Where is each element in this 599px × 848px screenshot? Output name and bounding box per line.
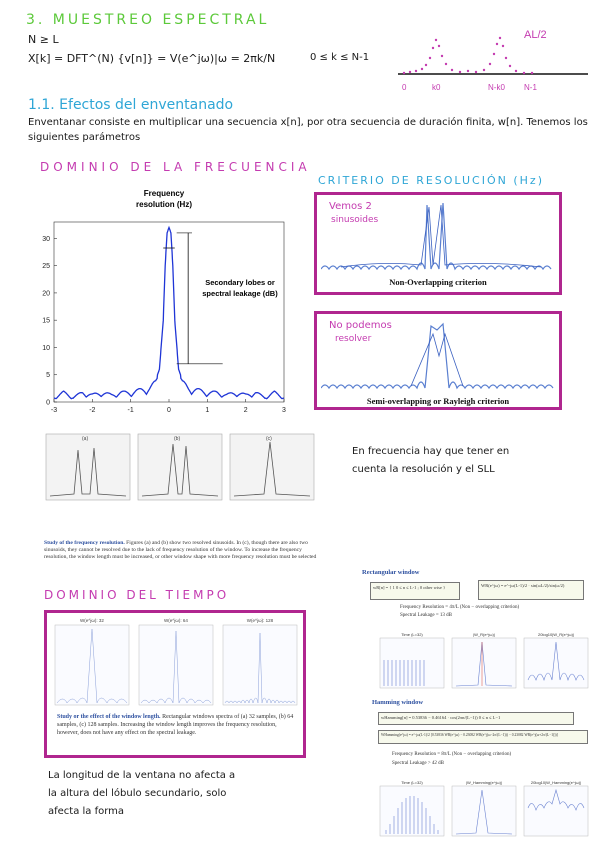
window-length-box: W(e^jω): 32 W(e^jω): 64 W(e^jω): 128 Stu… [44, 610, 306, 758]
condition-text: N ≥ L [28, 33, 59, 46]
study-freq-bold: Study of the frequency resolution. [44, 540, 125, 546]
study-freq-caption: Study of the frequency resolution. Figur… [44, 540, 320, 561]
rect-leakage: Spectral Leakage = 13 dB [400, 613, 452, 618]
window-length-bold: Study or the effect of the window length… [57, 714, 161, 720]
frequency-resolution-chart: Frequency resolution (Hz) Secondary lobe… [42, 189, 286, 414]
x-tick-label: -3 [51, 407, 57, 414]
x-tick-label: -2 [89, 407, 95, 414]
chart-lobes-line2: spectral leakage (dB) [202, 289, 278, 298]
freq-note-line2: cuenta la resolución y el SLL [352, 464, 495, 475]
hamming-eq2-text: WHamming(e^jω) = e^-jω(L-1)/2 [0.53836 W… [381, 733, 558, 737]
rect-resolution: Frequency Resolution = 4π/L (Non − overl… [400, 605, 520, 610]
y-tick-label: 20 [42, 290, 50, 297]
time-note-line2: la altura del lóbulo secundario, solo [48, 788, 227, 799]
rect-window-plots: Time (L=32) |W_R(e^jω)| 20log10|W_R(e^jω… [379, 632, 589, 689]
rect-window-title: Rectangular window [362, 569, 420, 576]
wl-panel-64: W(e^jω): 64 [164, 618, 188, 623]
hamming-leakage: Spectral Leakage > 42 dB [392, 761, 444, 766]
x-tick-label: 3 [282, 407, 286, 414]
x-tick-label: 2 [244, 407, 248, 414]
x-tick-label: 0 [167, 407, 171, 414]
rect-plot-mag: |W_R(e^jω)| [473, 632, 495, 637]
chart-title-line1: Frequency [144, 189, 185, 198]
y-tick-label: 0 [46, 400, 50, 407]
y-tick-label: 5 [46, 372, 50, 379]
non-overlapping-box: Vemos 2 sinusoides Non-Overlapping crite… [314, 192, 562, 295]
criteria-heading: CRITERIO DE RESOLUCIÓN (Hz) [318, 174, 544, 187]
box1-note-line2: sinusoides [331, 215, 379, 225]
rect-plot-time: Time (L=32) [401, 632, 423, 637]
panel-label-a: (a) [82, 436, 88, 442]
wl-panel-32: W(e^jω): 32 [80, 618, 104, 623]
hamming-window-title: Hamming window [372, 699, 424, 706]
window-length-text: Rectangular windows spectra of (a) 32 sa… [57, 714, 294, 736]
series-line [53, 225, 285, 400]
x-tick-label: -1 [128, 407, 134, 414]
resolution-panels-plot: (a) (b) (c) [45, 433, 315, 501]
rect-plot-db: 20log10|W_R(e^jω)| [538, 632, 574, 637]
freq-domain-heading: DOMINIO DE LA FRECUENCIA [40, 160, 311, 174]
non-overlapping-plot [321, 202, 552, 271]
box2-caption: Semi-overlapping or Rayleigh criterion [366, 396, 510, 406]
rayleigh-box: No podemos resolver Semi-overlapping or … [314, 311, 562, 410]
chart-frame [53, 221, 285, 403]
y-tick-label: 30 [42, 236, 50, 243]
sketch-peak-label: AL/2 [524, 29, 547, 41]
sketch-tick-0: 0 [402, 83, 407, 92]
time-note-line1: La longitud de la ventana no afecta a [48, 770, 236, 781]
box1-caption: Non-Overlapping criterion [389, 277, 487, 287]
time-note-line3: afecta la forma [48, 806, 125, 817]
y-tick-label: 15 [42, 318, 50, 325]
section-body: Enventanar consiste en multiplicar una s… [28, 117, 588, 143]
rect-eq1-text: wR[n] = { 1 0 ≤ n ≤ L-1 ; 0 other wise } [373, 585, 446, 590]
y-tick-label: 10 [42, 345, 50, 352]
hamming-eq2: WHamming(e^jω) = e^-jω(L-1)/2 [0.53836 W… [378, 730, 588, 744]
window-length-caption: Study or the effect of the window length… [57, 713, 297, 737]
rayleigh-plot [321, 322, 554, 390]
chart-lobes-line1: Secondary lobes or [205, 278, 275, 287]
spectral-sketch: AL/2 0 k0 N-k0 N-1 [398, 29, 588, 92]
hamming-plot-time: Time (L=32) [401, 780, 423, 785]
freq-note-line1: En frecuencia hay que tener en [352, 446, 510, 457]
dft-formula: X[k] = DFT^(N) {v[n]} = V(e^jω)|ω = 2πk/… [28, 52, 276, 65]
sketch-tick-k0: k0 [432, 83, 441, 92]
box2-note-line2: resolver [335, 334, 372, 344]
x-tick-label: 1 [205, 407, 209, 414]
chart-title-line2: resolution (Hz) [136, 200, 192, 209]
sketch-tick-nk0: N-k0 [488, 83, 505, 92]
study-freq-text: Figures (a) and (b) show two resolved si… [44, 540, 317, 560]
rect-eq2-text: WR(e^jω) = e^-jω(L-1)/2 · sin(ωL/2)/sin(… [481, 583, 565, 588]
page-title: 3. MUESTREO ESPECTRAL [26, 12, 270, 28]
box1-note-line1: Vemos 2 [329, 201, 372, 212]
panel-label-b: (b) [174, 436, 180, 442]
k-range: 0 ≤ k ≤ N-1 [310, 52, 370, 63]
rect-eq2: WR(e^jω) = e^-jω(L-1)/2 · sin(ωL/2)/sin(… [478, 580, 584, 600]
window-length-panels: W(e^jω): 32 W(e^jω): 64 W(e^jω): 128 [54, 618, 298, 706]
hamming-eq1-text: wHamming[n] = 0.53836 − 0.46164 · cos(2π… [381, 715, 501, 720]
rect-eq1: wR[n] = { 1 0 ≤ n ≤ L-1 ; 0 other wise } [370, 582, 460, 600]
panel-label-c: (c) [266, 436, 272, 442]
wl-panel-128: W(e^jω): 128 [247, 618, 274, 623]
hamming-plot-mag: |W_Hamming(e^jω)| [466, 780, 502, 785]
y-tick-label: 25 [42, 263, 50, 270]
hamming-resolution: Frequency Resolution = 8π/L (Non − overl… [392, 752, 512, 757]
resolution-panels: (a) (b) (c) [44, 430, 316, 508]
box2-note-line1: No podemos [329, 320, 392, 331]
hamming-window-plots: Time (L=32) |W_Hamming(e^jω)| 20log10|W_… [379, 780, 589, 837]
hamming-eq1: wHamming[n] = 0.53836 − 0.46164 · cos(2π… [378, 712, 574, 725]
section-title: 1.1. Efectos del enventanado [28, 97, 234, 113]
time-domain-heading: DOMINIO DEL TIEMPO [44, 588, 230, 602]
hamming-plot-db: 20log10|W_Hamming(e^jω)| [531, 780, 581, 785]
sketch-tick-n1: N-1 [524, 83, 537, 92]
